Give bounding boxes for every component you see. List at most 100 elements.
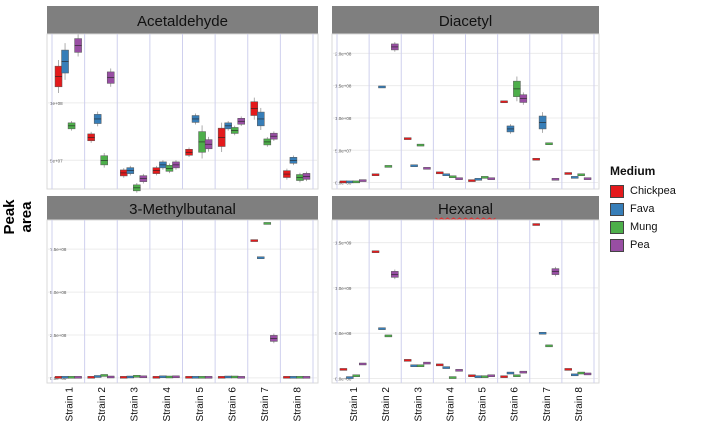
box-mung	[67, 376, 76, 379]
x-tick-label: Strain 7	[542, 387, 553, 422]
box-mung	[263, 222, 272, 225]
box-mung	[100, 374, 108, 377]
box-fava	[289, 376, 298, 379]
box-fava	[378, 85, 386, 89]
box-mung	[448, 175, 457, 178]
x-tick-label: Strain 3	[130, 387, 141, 422]
legend-item-fava: Fava	[610, 200, 676, 218]
box-pea	[139, 375, 148, 379]
x-tick-label: Strain 2	[97, 387, 108, 422]
legend: Medium Chickpea Fava Mung Pea	[610, 164, 676, 254]
box-chickpea	[532, 223, 540, 226]
box-chickpea	[339, 180, 348, 184]
box-chickpea	[564, 368, 572, 371]
box-chickpea	[403, 137, 412, 140]
panel-acetaldehyde: Acetaldehyde 5e+07 1e+08	[46, 6, 319, 193]
box-pea	[359, 179, 367, 182]
box-fava	[61, 376, 69, 379]
box-chickpea	[468, 179, 476, 182]
spellcheck-underline	[435, 217, 496, 221]
box-chickpea	[564, 172, 572, 175]
box-mung	[416, 143, 425, 147]
box-fava	[257, 256, 265, 259]
x-tick-label: Strain 6	[510, 387, 521, 422]
box-pea	[487, 177, 495, 180]
x-tick-label: Strain 1	[64, 387, 75, 422]
y-tick-label: 1e+08	[50, 101, 63, 106]
box-pea	[172, 375, 180, 379]
legend-label-chickpea: Chickpea	[630, 185, 676, 197]
legend-key-fava	[610, 202, 624, 216]
panel-hexanal: Hexanal 0.0e+00 5.0e+08 1.0e+09 1.5e+09 Strai…	[331, 196, 600, 422]
box-pea	[423, 167, 431, 170]
box-mung	[352, 180, 360, 184]
box-mung	[416, 364, 425, 367]
panel-3-methylbutanal: 3-Methylbutanal0.0e+002.5e+085.0e+087.5e…	[46, 196, 319, 422]
legend-label-fava: Fava	[630, 203, 655, 215]
box-mung	[133, 375, 141, 378]
box-mung	[230, 375, 239, 379]
box-mung	[198, 376, 206, 379]
panel-strip	[47, 196, 318, 220]
box-pea	[583, 177, 592, 180]
box-fava	[442, 173, 450, 176]
box-chickpea	[54, 376, 63, 379]
box-pea	[237, 376, 245, 379]
box-fava	[126, 375, 135, 379]
legend-item-mung: Mung	[610, 218, 676, 236]
box-mung	[296, 376, 304, 379]
box-chickpea	[250, 239, 258, 242]
box-chickpea	[120, 376, 128, 379]
box-chickpea	[532, 158, 540, 161]
box-pea	[204, 376, 213, 379]
box-fava	[410, 364, 418, 367]
panel-strip	[332, 196, 599, 220]
box-chickpea	[500, 375, 508, 378]
box-pea	[423, 361, 431, 365]
x-tick-label: Strain 6	[227, 387, 238, 422]
x-tick-label: Strain 4	[162, 387, 173, 422]
y-tick-label: 5.0e+07	[335, 148, 352, 153]
box-chickpea	[217, 376, 226, 379]
box-pea	[359, 362, 367, 366]
box-mung	[577, 173, 585, 176]
box-pea	[487, 374, 495, 377]
box-fava	[346, 180, 354, 184]
legend-title: Medium	[610, 164, 656, 178]
panel-title: 3-Methylbutanal	[129, 201, 236, 218]
y-axis-title: Peak area	[1, 199, 35, 235]
box-fava	[571, 373, 579, 377]
box-mung	[481, 375, 489, 378]
box-chickpea	[500, 100, 508, 104]
box-mung	[545, 344, 553, 348]
x-tick-label: Strain 4	[445, 387, 456, 422]
legend-item-chickpea: Chickpea	[610, 182, 676, 200]
panel-title: Hexanal	[438, 201, 493, 218]
box-fava	[571, 176, 579, 179]
y-tick-label: 1.5e+09	[335, 241, 352, 246]
y-tick-label: 1.0e+09	[335, 286, 352, 291]
box-fava	[538, 331, 547, 335]
box-chickpea	[403, 359, 412, 362]
box-chickpea	[371, 250, 380, 253]
box-pea	[74, 376, 82, 379]
box-mung	[165, 375, 174, 379]
box-mung	[545, 142, 553, 145]
box-fava	[224, 375, 232, 379]
box-fava	[506, 371, 515, 375]
box-chickpea	[468, 374, 476, 377]
box-mung	[513, 374, 521, 377]
x-tick-label: Strain 2	[381, 387, 392, 422]
y-tick-label: 7.5e+08	[50, 247, 67, 252]
panel-title: Acetaldehyde	[137, 13, 228, 30]
panel-strip	[47, 6, 318, 34]
x-tick-label: Strain 5	[478, 387, 489, 422]
box-pea	[107, 375, 115, 379]
box-pea	[519, 370, 528, 374]
box-fava	[474, 375, 483, 378]
box-fava	[378, 327, 386, 330]
box-mung	[448, 376, 457, 379]
box-mung	[384, 165, 393, 168]
box-chickpea	[339, 368, 348, 371]
